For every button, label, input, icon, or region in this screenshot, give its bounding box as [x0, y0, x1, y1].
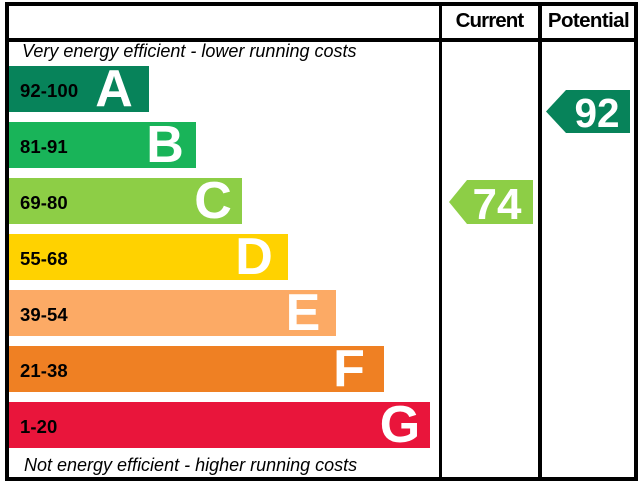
svg-text:92: 92	[574, 90, 619, 133]
svg-text:74: 74	[473, 180, 522, 224]
